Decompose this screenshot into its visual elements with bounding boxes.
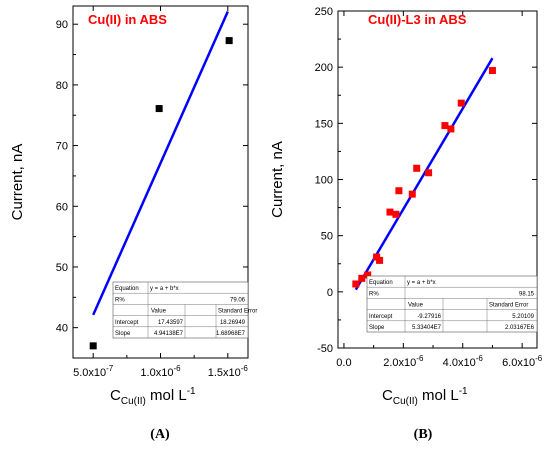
fit-line	[354, 57, 494, 291]
data-point	[225, 37, 233, 45]
data-point	[457, 99, 465, 107]
chart-title: Cu(II) in ABS	[88, 12, 167, 27]
y-tick-label: 90	[56, 19, 68, 31]
table-frame	[112, 281, 249, 339]
regression-table: Equation y = a + b*x R% 98.15 Value Standard …	[366, 275, 538, 333]
y-axis-label: Current, nA	[269, 141, 286, 218]
data-point	[425, 169, 433, 177]
y-tick-label: 250	[315, 6, 333, 18]
x-tick-label: 1.0x10-6	[140, 364, 181, 379]
table-header: Value	[151, 309, 167, 315]
table-r-value: 79.06	[230, 297, 246, 303]
x-axis-label: CCu(II) mol L-1	[110, 386, 196, 407]
table-r-value: 98.15	[519, 291, 535, 297]
data-point	[376, 256, 384, 264]
table-row-label: Slope	[115, 331, 131, 337]
panel-label: (B)	[414, 427, 433, 442]
data-point	[441, 122, 449, 130]
table-equation-label: Equation	[369, 280, 393, 286]
table-cell-value: -9.27916	[417, 314, 441, 320]
x-tick-label: 4.0x10-6	[443, 354, 484, 369]
data-point	[395, 187, 403, 195]
table-cell-value: 5.33404E7	[412, 325, 442, 331]
y-tick-label: 50	[56, 262, 68, 274]
y-tick-label: 60	[56, 201, 68, 213]
y-tick-label: 0	[327, 287, 333, 299]
table-header: Value	[408, 303, 424, 309]
y-tick-label: 50	[321, 231, 333, 243]
table-cell-value: 4.94138E7	[154, 331, 184, 337]
table-cell-value: 17.43597	[158, 320, 184, 326]
table-equation-label: Equation	[115, 286, 139, 292]
table-header: Standard Error	[218, 309, 257, 315]
data-point	[488, 67, 496, 75]
x-tick-label: 5.0x10-7	[73, 364, 114, 379]
x-tick-label: 6.0x10-6	[502, 354, 543, 369]
y-tick-label: 150	[315, 118, 333, 130]
table-equation: y = a + b*x	[150, 286, 179, 292]
table-row-label: Intercept	[369, 314, 393, 320]
table-frame	[366, 275, 538, 333]
panel-label: (A)	[150, 427, 170, 442]
y-tick-label: 80	[56, 80, 68, 92]
data-point	[392, 210, 400, 218]
x-axis-label: CCu(II) mol L-1	[382, 386, 468, 407]
y-axis-label: Current, nA	[9, 144, 26, 221]
table-cell-error: 1.68968E7	[216, 331, 246, 337]
table-row-label: Slope	[369, 325, 385, 331]
y-tick-label: -50	[317, 343, 333, 355]
data-point	[364, 271, 372, 279]
chart-panel-a: 5.0x10-7 1.0x10-6 1.5x10-6 40 50 60 70 80 90 Curr…	[9, 5, 257, 442]
table-row-label: Intercept	[115, 320, 139, 326]
x-tick-label: 2.0x10-6	[383, 354, 424, 369]
data-point	[358, 274, 366, 282]
x-tick-label: 1.5x10-6	[208, 364, 249, 379]
fit-line	[92, 10, 229, 316]
chart-panel-b: 0.0 2.0x10-6 4.0x10-6 6.0x10-6 -50 0 50 100 150 2…	[269, 6, 543, 442]
data-point	[386, 208, 394, 216]
regression-table: Equation y = a + b*x R% 79.06 Value Standard …	[112, 281, 257, 339]
data-point	[408, 190, 416, 198]
data-point	[352, 280, 360, 288]
data-point	[413, 164, 421, 172]
table-cell-error: 18.26949	[220, 320, 246, 326]
data-point	[89, 342, 97, 350]
y-tick-label: 40	[56, 323, 68, 335]
table-cell-error: 2.03167E6	[505, 325, 535, 331]
y-tick-label: 100	[315, 175, 333, 187]
table-r-label: R%	[369, 291, 379, 297]
table-header: Standard Error	[489, 303, 528, 309]
data-point	[447, 125, 455, 133]
table-equation: y = a + b*x	[407, 280, 436, 286]
y-tick-label: 70	[56, 141, 68, 153]
data-point	[155, 105, 163, 113]
table-cell-error: 5.20109	[512, 314, 534, 320]
y-tick-label: 200	[315, 62, 333, 74]
x-tick-label: 0.0	[336, 357, 351, 369]
table-r-label: R%	[115, 297, 125, 303]
chart-title: Cu(II)-L3 in ABS	[368, 12, 467, 27]
